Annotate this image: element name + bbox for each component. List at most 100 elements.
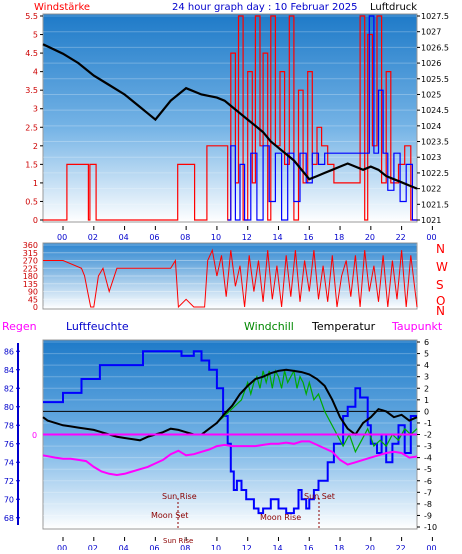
header-luftdruck: Luftdruck	[370, 2, 417, 13]
pressure-tick-label: 1021.5	[421, 200, 449, 209]
time-tick-label: 12	[242, 233, 252, 242]
time-tick-label: 04	[119, 544, 129, 550]
direction-tick-label: 90	[28, 288, 38, 297]
time-tick-label: 10	[211, 233, 221, 242]
pressure-tick-label: 1027	[421, 28, 441, 37]
time-tick-label: 16	[303, 233, 313, 242]
direction-letter-n: N	[436, 242, 445, 256]
legend-regen: Regen	[2, 320, 37, 333]
humidity-tick-label: 80	[4, 403, 14, 412]
pressure-line	[42, 43, 418, 190]
wind-tick-label: 1.5	[25, 160, 38, 169]
windchill-line	[216, 369, 418, 454]
wind-tick-label: 2	[33, 142, 38, 151]
pressure-tick-label: 1024.5	[421, 106, 449, 115]
time-axis-1: 00 02 04 06 08 10 12 14 16 18 20 22 00	[57, 226, 437, 242]
panel2-grid	[43, 244, 417, 308]
wind-tick-label: 1	[33, 179, 38, 188]
time-tick-label: 02	[88, 544, 98, 550]
wind-tick-label: 5.5	[25, 12, 38, 21]
time-tick-label: 10	[211, 544, 221, 550]
time-tick-label: 00	[57, 544, 67, 550]
annotation-moon-rise: Moon Rise	[260, 513, 301, 522]
humidity-line	[43, 350, 417, 515]
time-tick-label: 20	[365, 233, 375, 242]
wind-tick-label: 0.5	[25, 197, 38, 206]
legend-temperatur: Temperatur	[311, 320, 376, 333]
wind-tick-label: 3	[33, 105, 38, 114]
pressure-tick-label: 1026	[421, 59, 441, 68]
temperature-tick-label: -3	[424, 442, 432, 451]
time-tick-label: 22	[396, 233, 406, 242]
time-tick-label: 20	[365, 544, 375, 550]
direction-letter-w: W	[436, 260, 448, 274]
temperature-tick-label: 2	[424, 384, 429, 393]
direction-tick-label: 360	[23, 241, 38, 250]
pressure-axis-ticks: 1021 1021.5 1022 1022.5 1023 1023.5 1024 1024.5…	[417, 12, 449, 225]
direction-tick-label: 0	[33, 303, 38, 312]
time-tick-label: 04	[119, 233, 129, 242]
direction-letter-o: O	[436, 294, 445, 308]
annotation-moon-set: Moon Set	[151, 511, 188, 520]
temperature-tick-label: -1	[424, 419, 432, 428]
direction-tick-label: 180	[23, 272, 38, 281]
dewpoint-line	[42, 440, 418, 477]
page-title: 24 hour graph day : 10 Februar 2025	[172, 2, 357, 13]
temperature-tick-label: -6	[424, 477, 432, 486]
time-tick-label: 22	[396, 544, 406, 550]
pressure-tick-label: 1025	[421, 90, 441, 99]
direction-letter-n2: N	[436, 304, 445, 318]
humidity-tick-label: 82	[4, 384, 14, 393]
time-tick-label: 08	[180, 544, 190, 550]
panel-wind-pressure	[42, 13, 418, 223]
pressure-tick-label: 1027.5	[421, 12, 449, 21]
temperature-tick-label: -2	[424, 431, 432, 440]
time-axis-3: 00 02 04 06 08 10 12 14 16 18 20 22 00	[57, 537, 437, 553]
time-tick-label: 00	[57, 233, 67, 242]
time-tick-label: 02	[88, 233, 98, 242]
direction-tick-label: 45	[28, 295, 38, 304]
time-tick-label: 06	[149, 544, 159, 550]
time-tick-label: 14	[272, 233, 282, 242]
annotation-sun-rise-bottom: Sun Rise	[163, 537, 193, 545]
direction-letters: N W S O N	[436, 242, 448, 318]
wind-tick-label: 0	[33, 216, 38, 225]
humidity-tick-label: 84	[4, 366, 14, 375]
time-tick-label: 00	[426, 544, 436, 550]
legend-windchill: Windchill	[244, 320, 294, 333]
humidity-tick-label: 76	[4, 440, 14, 449]
time-tick-label: 16	[303, 544, 313, 550]
temperature-tick-label: 1	[424, 396, 429, 405]
header-windstaerke: Windstärke	[34, 2, 90, 13]
legend-taupunkt: Taupunkt	[391, 320, 443, 333]
wind-tick-label: 4	[33, 68, 38, 77]
temperature-tick-label: 4	[424, 361, 429, 370]
wind-tick-label: 2.5	[25, 123, 38, 132]
temperature-tick-label: -10	[424, 523, 437, 532]
humidity-tick-label: 74	[4, 458, 14, 467]
temperature-tick-label: 6	[424, 338, 429, 347]
annotation-sun-set: Sun Set	[304, 492, 335, 501]
wind-axis-ticks: 0 0.5 1 1.5 2 2.5 3 3.5 4 4.5 5 5.5	[25, 12, 43, 225]
time-tick-label: 18	[334, 544, 344, 550]
temperature-tick-label: -4	[424, 454, 432, 463]
temperature-tick-label: -9	[424, 511, 432, 520]
wind-direction-line	[43, 248, 418, 309]
panel2-series	[43, 248, 418, 309]
temperature-tick-label: -7	[424, 488, 432, 497]
time-tick-label: 00	[426, 233, 436, 242]
pressure-tick-label: 1022	[421, 185, 441, 194]
panel1-series	[42, 15, 418, 221]
direction-tick-label: 225	[23, 264, 38, 273]
direction-tick-label: 270	[23, 257, 38, 266]
time-tick-label: 06	[149, 233, 159, 242]
wind-gust-line	[227, 15, 417, 221]
time-tick-label: 14	[272, 544, 282, 550]
humidity-tick-label: 68	[4, 514, 14, 523]
wind-tick-label: 4.5	[25, 49, 38, 58]
time-tick-label: 18	[334, 233, 344, 242]
humidity-tick-label: 72	[4, 477, 14, 486]
wind-tick-label: 3.5	[25, 86, 38, 95]
